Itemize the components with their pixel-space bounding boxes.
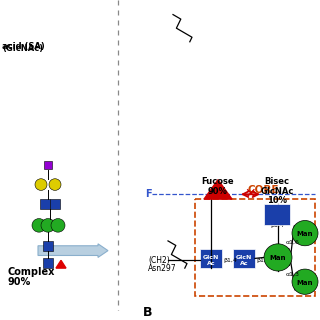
Circle shape [264, 244, 292, 271]
FancyArrow shape [38, 244, 108, 257]
Text: β1,4: β1,4 [256, 258, 270, 263]
Bar [50, 199, 60, 209]
Text: ✕: ✕ [244, 187, 256, 201]
Bar [40, 199, 50, 209]
Text: Ac: Ac [240, 261, 248, 266]
Text: β1,4: β1,4 [223, 258, 237, 263]
Text: 90%: 90% [208, 187, 228, 196]
Text: B: B [143, 306, 153, 319]
Text: (CH2): (CH2) [148, 256, 170, 266]
Circle shape [51, 219, 65, 232]
Text: acid (SA): acid (SA) [2, 42, 45, 51]
Bar [233, 249, 255, 268]
Circle shape [292, 220, 318, 246]
Circle shape [292, 269, 318, 294]
Text: Asn297: Asn297 [148, 264, 177, 273]
Circle shape [32, 219, 46, 232]
Bar [195, 199, 315, 296]
Text: Fucose: Fucose [202, 177, 234, 186]
Text: β1,4: β1,4 [270, 223, 284, 228]
Bar [200, 249, 222, 268]
Circle shape [41, 219, 55, 232]
Bar [43, 241, 53, 251]
Text: GlcN: GlcN [236, 255, 252, 260]
Text: α1,6: α1,6 [286, 239, 300, 244]
Circle shape [49, 179, 61, 190]
Text: (GlcNAc): (GlcNAc) [2, 44, 43, 52]
Text: 10%: 10% [267, 196, 287, 205]
Circle shape [35, 179, 47, 190]
Text: Ac: Ac [207, 261, 215, 266]
Text: F: F [145, 189, 152, 199]
Text: Bisec: Bisec [265, 177, 290, 186]
Text: 90%: 90% [8, 277, 31, 287]
Text: Complex: Complex [8, 267, 55, 277]
Text: Man: Man [297, 231, 313, 237]
Polygon shape [204, 180, 232, 199]
Text: Man: Man [297, 280, 313, 286]
Bar [264, 204, 290, 225]
Text: α1,3: α1,3 [286, 271, 300, 276]
Text: Man: Man [270, 255, 286, 261]
Polygon shape [56, 260, 66, 268]
Text: GlcNAc: GlcNAc [260, 187, 294, 196]
Text: CORE: CORE [247, 185, 279, 195]
Bar [43, 258, 53, 268]
Text: GlcN: GlcN [203, 255, 219, 260]
